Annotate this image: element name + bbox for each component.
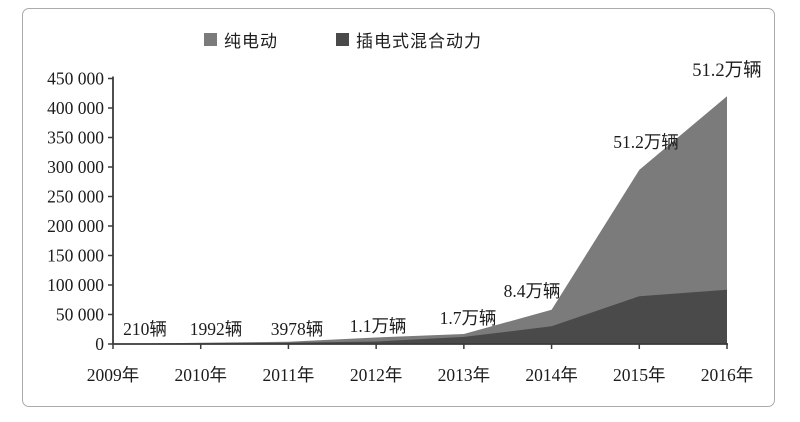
y-tick-label: 200 000 [47,216,104,236]
data-annotation: 51.2万辆 [692,60,761,81]
y-tick-label: 350 000 [47,128,104,148]
data-annotation: 1992辆 [190,319,243,339]
x-tick-label: 2016年 [701,365,754,385]
y-tick-label: 250 000 [47,187,104,207]
y-tick-label: 300 000 [47,157,104,177]
data-annotation: 1.1万辆 [350,316,407,336]
legend-swatch-plugin-hybrid-icon [336,33,349,46]
x-tick-label: 2010年 [174,365,227,385]
legend-label-plugin-hybrid: 插电式混合动力 [356,32,482,51]
y-tick-label: 450 000 [47,69,104,89]
y-tick-label: 100 000 [47,275,104,295]
legend-swatch-pure-electric-icon [204,33,217,46]
x-tick-label: 2013年 [438,365,491,385]
y-tick-label: 400 000 [47,98,104,118]
data-annotation: 1.7万辆 [440,308,497,328]
data-annotation: 51.2万辆 [613,132,679,152]
legend-label-pure-electric: 纯电动 [224,32,278,51]
y-tick-label: 150 000 [47,246,104,266]
legend-item-plugin-hybrid: 插电式混合动力 [336,27,482,52]
x-tick-label: 2014年 [525,365,578,385]
x-tick-label: 2011年 [262,365,314,385]
x-tick-label: 2009年 [87,365,140,385]
area-series-1 [113,289,727,344]
data-annotation: 3978辆 [271,319,324,339]
y-tick-label: 0 [95,334,104,354]
x-tick-label: 2012年 [350,365,403,385]
x-tick-label: 2015年 [613,365,666,385]
legend: 纯电动 插电式混合动力 [204,27,482,52]
y-tick-label: 50 000 [56,305,104,325]
area-series-0 [113,96,727,344]
data-annotation: 210辆 [123,319,167,339]
data-annotation: 8.4万辆 [504,281,561,301]
legend-item-pure-electric: 纯电动 [204,27,278,52]
